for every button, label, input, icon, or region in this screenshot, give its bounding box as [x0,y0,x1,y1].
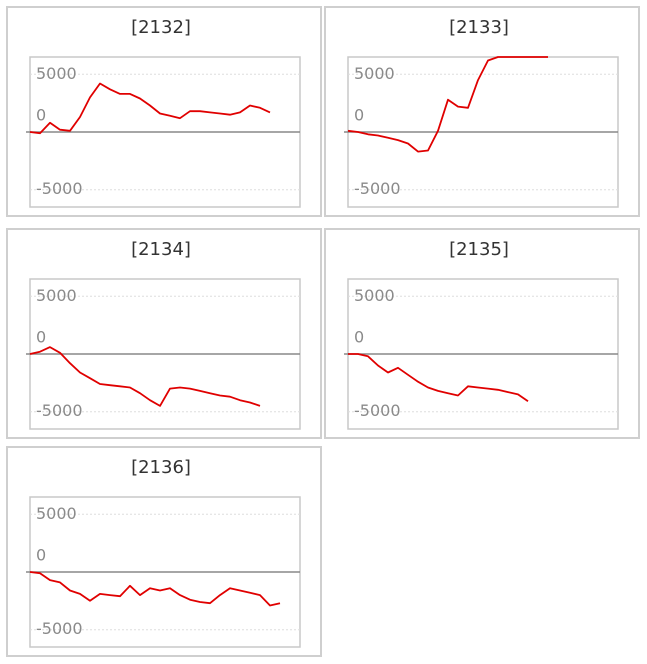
data-line [29,346,261,407]
data-line [29,82,271,135]
y-tick-label: -5000 [36,179,83,198]
chart-title: [2133] [449,17,509,38]
chart-title: [2134] [131,239,191,260]
panel-frame [324,228,640,439]
y-tick-label: 0 [36,546,46,565]
data-line [347,56,548,153]
y-tick-label: -5000 [354,179,401,198]
chart-panel: [2133] -5000 0 5000 [324,6,640,217]
y-tick-label: -5000 [36,401,83,420]
y-tick-label: 5000 [36,504,77,523]
chart-title: [2135] [449,239,509,260]
chart-panel: [2134] -5000 0 5000 [6,228,322,439]
panel-frame [6,228,322,439]
chart-panel: [2135] -5000 0 5000 [324,228,640,439]
y-tick-label: 0 [354,106,364,125]
y-tick-label: 0 [36,106,46,125]
y-tick-label: 5000 [354,64,395,83]
chart-panel: [2136] -5000 0 5000 [6,446,322,657]
y-tick-label: 0 [36,328,46,347]
data-line [29,571,281,607]
panel-frame [6,446,322,657]
y-tick-label: 5000 [36,286,77,305]
chart-title: [2136] [131,457,191,478]
y-tick-label: -5000 [354,401,401,420]
panel-frame [324,6,640,217]
y-tick-label: 5000 [36,64,77,83]
chart-panel: [2132] -5000 0 5000 [6,6,322,217]
y-tick-label: 0 [354,328,364,347]
y-tick-label: -5000 [36,619,83,638]
data-line [348,353,529,403]
chart-title: [2132] [131,17,191,38]
y-tick-label: 5000 [354,286,395,305]
